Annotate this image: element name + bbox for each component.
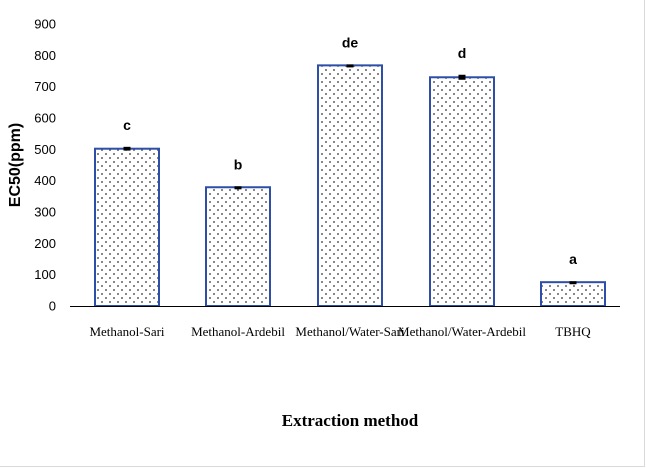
y-tick-label: 600 bbox=[34, 111, 56, 126]
error-bar bbox=[458, 74, 466, 80]
significance-letter: c bbox=[123, 117, 131, 133]
x-tick-label: Methanol/Water-Ardebil bbox=[398, 324, 526, 339]
bar-methanol-water-ardebil bbox=[429, 76, 495, 308]
bar-methanol-ardebil bbox=[205, 186, 271, 308]
y-tick-label: 400 bbox=[34, 173, 56, 188]
x-axis-ticks: Methanol-Sari Methanol-Ardebil Methanol/Wa… bbox=[89, 324, 591, 339]
error-bar bbox=[346, 64, 354, 68]
x-tick-label: Methanol/Water-Sari bbox=[295, 324, 405, 339]
y-tick-label: 800 bbox=[34, 48, 56, 63]
error-bar bbox=[234, 186, 242, 190]
bars bbox=[94, 64, 606, 308]
y-tick-label: 0 bbox=[49, 299, 56, 314]
y-tick-label: 100 bbox=[34, 267, 56, 282]
significance-letter: b bbox=[234, 156, 243, 172]
x-axis-label: Extraction method bbox=[282, 411, 419, 430]
error-bar bbox=[569, 281, 577, 285]
error-bar bbox=[123, 146, 131, 151]
y-tick-label: 300 bbox=[34, 205, 56, 220]
x-tick-label: Methanol-Sari bbox=[89, 324, 164, 339]
significance-letter: d bbox=[458, 45, 467, 61]
y-tick-label: 900 bbox=[34, 17, 56, 32]
bar-methanol-water-sari bbox=[317, 64, 383, 307]
significance-letter: de bbox=[342, 34, 359, 50]
x-tick-label: Methanol-Ardebil bbox=[191, 324, 285, 339]
significance-letter: a bbox=[569, 251, 577, 267]
significance-letters: c b de d a bbox=[123, 34, 577, 267]
y-axis-ticks: 0 100 200 300 400 500 600 700 800 900 bbox=[34, 17, 56, 314]
x-tick-label: TBHQ bbox=[555, 324, 591, 339]
y-axis-label: EC50(ppm) bbox=[7, 123, 24, 207]
y-tick-label: 200 bbox=[34, 236, 56, 251]
bar-methanol-sari bbox=[94, 147, 160, 307]
y-tick-label: 500 bbox=[34, 142, 56, 157]
error-bars bbox=[123, 64, 577, 285]
bar-tbhq bbox=[540, 281, 606, 308]
y-tick-label: 700 bbox=[34, 79, 56, 94]
